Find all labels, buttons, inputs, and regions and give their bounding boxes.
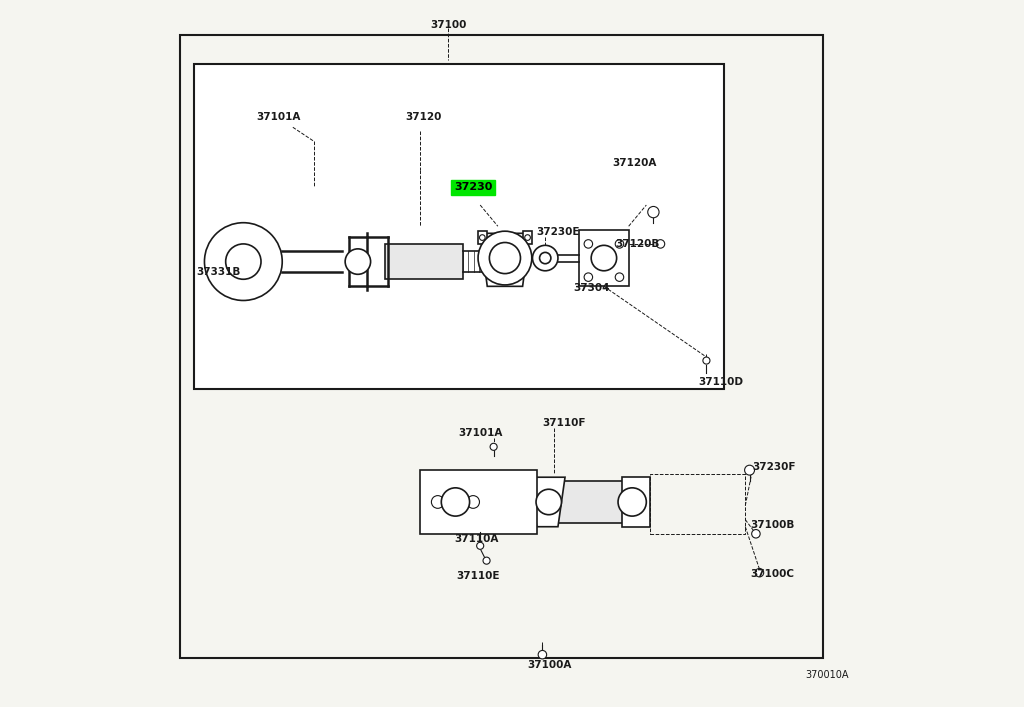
Circle shape xyxy=(648,206,659,218)
Circle shape xyxy=(225,244,261,279)
Text: 37230E: 37230E xyxy=(537,227,580,237)
Text: 37110E: 37110E xyxy=(457,571,500,581)
Text: 37100C: 37100C xyxy=(751,569,795,579)
Circle shape xyxy=(532,245,558,271)
Circle shape xyxy=(584,273,593,281)
Polygon shape xyxy=(622,477,650,527)
Polygon shape xyxy=(529,477,565,527)
Text: 37101A: 37101A xyxy=(458,428,503,438)
Text: 37331B: 37331B xyxy=(197,267,241,277)
Polygon shape xyxy=(580,230,629,286)
Circle shape xyxy=(479,235,485,240)
Polygon shape xyxy=(480,233,529,286)
Circle shape xyxy=(536,489,561,515)
Circle shape xyxy=(752,530,760,538)
Circle shape xyxy=(540,252,551,264)
Circle shape xyxy=(591,245,616,271)
Text: 37110D: 37110D xyxy=(698,377,743,387)
Circle shape xyxy=(756,568,764,577)
Circle shape xyxy=(483,557,490,564)
Text: 37230: 37230 xyxy=(454,182,493,192)
Bar xyxy=(478,231,486,244)
Circle shape xyxy=(205,223,283,300)
Text: 37120: 37120 xyxy=(406,112,441,122)
Circle shape xyxy=(656,240,665,248)
Text: 37120A: 37120A xyxy=(612,158,656,168)
Circle shape xyxy=(476,542,483,549)
Circle shape xyxy=(490,443,498,450)
Circle shape xyxy=(431,496,444,508)
Circle shape xyxy=(489,243,520,274)
Circle shape xyxy=(441,488,470,516)
Text: 37110A: 37110A xyxy=(455,534,499,544)
Text: 37304: 37304 xyxy=(573,283,610,293)
Circle shape xyxy=(618,488,646,516)
Polygon shape xyxy=(420,470,537,534)
Bar xyxy=(537,481,629,523)
Text: 37100: 37100 xyxy=(430,20,467,30)
Bar xyxy=(523,231,531,244)
Circle shape xyxy=(539,650,547,659)
Circle shape xyxy=(615,240,624,248)
Circle shape xyxy=(450,496,462,508)
Text: 37230F: 37230F xyxy=(752,462,796,472)
Text: 37100B: 37100B xyxy=(750,520,795,530)
Circle shape xyxy=(615,273,624,281)
Text: 37110F: 37110F xyxy=(542,418,586,428)
Circle shape xyxy=(478,231,531,285)
Text: 37101A: 37101A xyxy=(256,112,301,122)
Circle shape xyxy=(467,496,479,508)
Text: 37100A: 37100A xyxy=(527,660,571,670)
Circle shape xyxy=(524,235,530,240)
Circle shape xyxy=(702,357,710,364)
Bar xyxy=(179,35,823,658)
Circle shape xyxy=(584,240,593,248)
Text: 37120B: 37120B xyxy=(615,239,659,249)
Bar xyxy=(385,244,463,279)
Bar xyxy=(194,64,724,389)
Text: 370010A: 370010A xyxy=(805,670,848,680)
Circle shape xyxy=(744,465,755,475)
Circle shape xyxy=(345,249,371,274)
